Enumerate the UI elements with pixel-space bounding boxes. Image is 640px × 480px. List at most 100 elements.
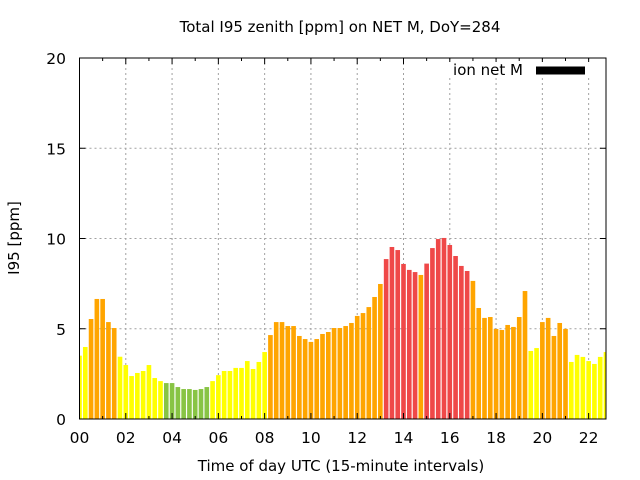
bar	[308, 341, 314, 419]
bar	[320, 333, 325, 419]
bar	[453, 256, 458, 419]
bar	[389, 246, 395, 419]
legend-swatch	[536, 66, 585, 75]
bar	[493, 328, 499, 419]
y-axis-label: I95 [ppm]	[5, 201, 23, 275]
bar	[528, 350, 534, 419]
bar	[198, 389, 204, 419]
bar	[516, 317, 522, 419]
bar	[597, 356, 603, 419]
y-tick-label: 10	[46, 231, 66, 249]
y-tick-label: 20	[46, 50, 66, 68]
x-tick-label: 12	[347, 429, 367, 447]
bar	[441, 237, 447, 419]
bar	[545, 317, 551, 419]
bar	[487, 317, 493, 419]
chart-title: Total I95 zenith [ppm] on NET M, DoY=284	[179, 18, 501, 36]
bar	[563, 328, 568, 419]
bar	[534, 348, 539, 419]
bar	[574, 354, 580, 419]
x-tick-label: 06	[208, 429, 228, 447]
bar	[401, 263, 406, 419]
bar	[262, 352, 267, 419]
bar	[511, 326, 516, 419]
bar	[476, 307, 482, 419]
y-tick-label: 15	[46, 140, 66, 158]
bar	[152, 378, 158, 419]
x-tick-labels: 00 02 04 06 08 10 12 14 16 18 20 22	[70, 429, 599, 447]
bar	[163, 383, 169, 419]
bar	[192, 389, 198, 419]
bar	[551, 335, 557, 419]
x-tick-label: 20	[532, 429, 552, 447]
bar	[603, 352, 606, 419]
x-tick-label: 04	[162, 429, 182, 447]
bar	[447, 244, 453, 419]
bar	[349, 322, 354, 419]
x-axis-label: Time of day UTC (15-minute intervals)	[197, 457, 484, 475]
x-tick-label: 00	[70, 429, 90, 447]
x-tick-label: 02	[116, 429, 136, 447]
bar	[285, 326, 291, 419]
bar	[273, 322, 279, 419]
bar	[175, 387, 181, 419]
bar	[169, 383, 175, 419]
bar	[140, 370, 146, 419]
bar	[424, 263, 429, 419]
bar	[395, 250, 401, 419]
bar	[372, 296, 377, 419]
bar	[256, 361, 262, 419]
bar	[297, 335, 302, 419]
bar	[111, 328, 117, 419]
x-tick-label: 08	[255, 429, 275, 447]
bar	[181, 389, 186, 419]
legend: ion net M	[448, 61, 598, 79]
bar	[187, 389, 192, 419]
bar	[540, 322, 545, 419]
bar	[366, 307, 372, 419]
y-tick-label: 0	[56, 411, 66, 429]
ticks-layer	[79, 57, 606, 420]
bar	[204, 387, 210, 419]
x-tick-label: 18	[486, 429, 506, 447]
bar	[406, 269, 412, 419]
x-tick-label: 10	[301, 429, 321, 447]
bar	[82, 346, 88, 419]
bar	[146, 365, 152, 419]
bar	[302, 339, 308, 419]
bar	[331, 328, 337, 419]
bar	[430, 248, 435, 419]
x-tick-label: 14	[394, 429, 414, 447]
bar	[499, 330, 505, 419]
bar	[343, 326, 348, 419]
bar	[233, 367, 239, 419]
x-tick-label: 16	[440, 429, 460, 447]
bar	[337, 328, 343, 419]
bar	[100, 298, 105, 419]
bar	[314, 339, 320, 419]
y-tick-label: 5	[56, 321, 66, 339]
bar	[464, 270, 470, 419]
bar	[106, 322, 111, 419]
bar	[383, 259, 389, 419]
bar	[412, 272, 418, 419]
bar	[129, 376, 134, 419]
bar	[470, 280, 476, 419]
bar	[568, 361, 574, 419]
bar	[216, 375, 221, 419]
bar	[239, 367, 244, 419]
bar	[586, 361, 591, 419]
bar	[360, 313, 366, 419]
bar	[279, 322, 285, 419]
bar	[291, 326, 296, 419]
bar	[221, 370, 227, 419]
bar	[459, 265, 464, 419]
bar	[227, 370, 233, 419]
bar	[158, 381, 163, 419]
bar	[117, 356, 123, 419]
bar	[244, 361, 250, 419]
y-tick-labels: 0 5 10 15 20	[46, 50, 66, 429]
legend-label: ion net M	[453, 61, 523, 79]
bar	[418, 274, 424, 419]
